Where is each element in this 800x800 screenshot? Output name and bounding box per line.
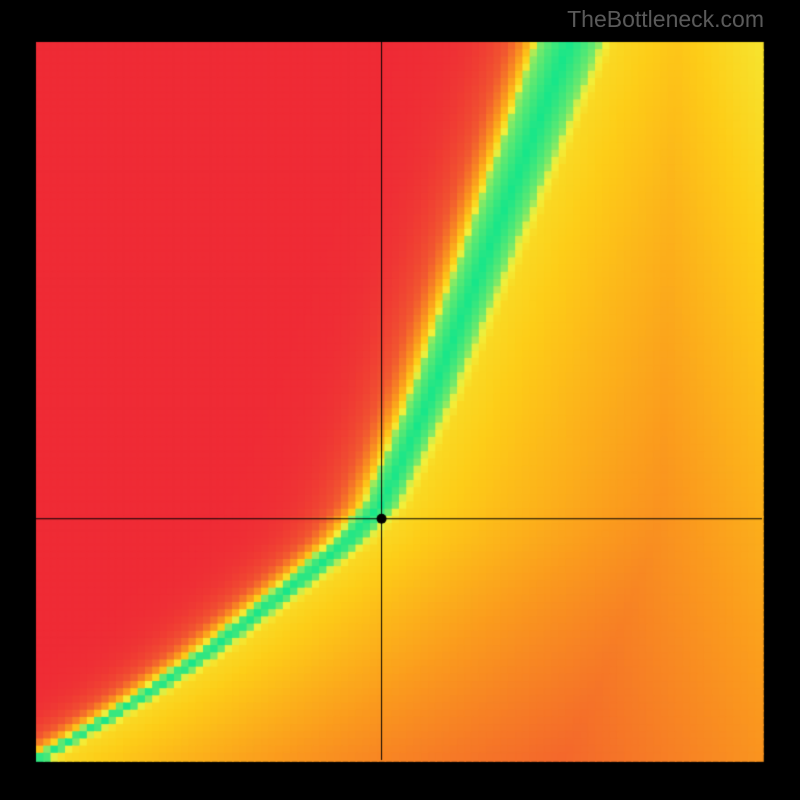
chart-container: TheBottleneck.com xyxy=(0,0,800,800)
watermark-text: TheBottleneck.com xyxy=(567,6,764,33)
bottleneck-heatmap xyxy=(0,0,800,800)
